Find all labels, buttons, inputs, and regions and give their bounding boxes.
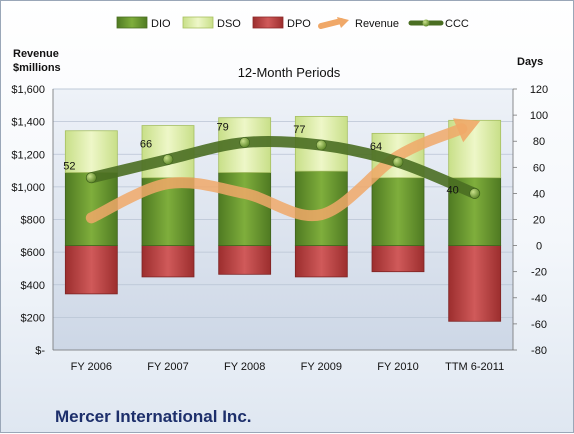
line-series: 52 66 79 77 64 40 xyxy=(63,118,481,224)
x-tick-label: FY 2006 xyxy=(71,361,112,373)
left-axis-title-line1: Revenue xyxy=(13,48,59,60)
bar-dpo xyxy=(141,245,195,278)
bar-dpo xyxy=(64,245,118,295)
x-tick-label: FY 2008 xyxy=(224,361,265,373)
legend-swatch-dso xyxy=(182,16,214,29)
bar-dpo xyxy=(371,245,425,273)
left-tick-label: $1,000 xyxy=(11,182,45,194)
line-revenue xyxy=(85,123,468,224)
ccc-point-label: 79 xyxy=(217,122,229,134)
legend-label-dso: DSO xyxy=(217,18,241,30)
x-tick-label: FY 2007 xyxy=(147,361,188,373)
ccc-point xyxy=(392,156,404,168)
ccc-point-label: 40 xyxy=(447,184,459,196)
bar-dpo xyxy=(448,245,502,322)
bar-dso xyxy=(64,130,118,173)
legend-swatch-revenue xyxy=(318,18,344,29)
grid-lines xyxy=(53,88,513,351)
ccc-point-label: 52 xyxy=(63,161,75,173)
left-tick-label: $1,400 xyxy=(11,117,45,129)
left-axis-title-line2: $millions xyxy=(13,62,61,74)
x-tick-label: TTM 6-2011 xyxy=(445,361,504,373)
right-tick-label: 40 xyxy=(533,188,545,200)
left-tick-label: $1,200 xyxy=(11,149,45,161)
bar-dpo xyxy=(294,245,348,278)
x-tick-label: FY 2010 xyxy=(377,361,418,373)
left-tick-label: $- xyxy=(35,345,45,357)
ccc-point-label: 66 xyxy=(140,138,152,150)
right-tick-label: -60 xyxy=(531,319,547,331)
left-tick-label: $400 xyxy=(21,280,45,292)
right-tick-label: 80 xyxy=(533,136,545,148)
bar-series xyxy=(64,116,502,322)
right-tick-label: 0 xyxy=(536,241,542,253)
legend: DIO DSO DPO Revenue CCC xyxy=(116,16,469,30)
right-tick-label: -80 xyxy=(531,345,547,357)
axes: $- $200 $400 $600 $800 $1,000 $1,200 $1,400 $1,6… xyxy=(11,84,548,373)
legend-label-ccc: CCC xyxy=(445,18,469,30)
bar-dio xyxy=(371,177,425,247)
revenue-arrowhead xyxy=(453,118,481,143)
ccc-point xyxy=(239,137,250,148)
chart-title: 12-Month Periods xyxy=(238,65,341,80)
ccc-point-label: 64 xyxy=(370,141,382,153)
ccc-point-label: 77 xyxy=(293,124,305,136)
left-tick-label: $600 xyxy=(21,247,45,259)
right-tick-label: 100 xyxy=(530,110,548,122)
left-tick-label: $1,600 xyxy=(11,84,45,96)
ccc-point xyxy=(469,188,480,199)
legend-label-dio: DIO xyxy=(151,18,171,30)
legend-swatch-dio xyxy=(116,16,148,29)
legend-marker-ccc xyxy=(422,19,430,27)
legend-arrowhead-revenue xyxy=(337,17,349,28)
bar-dpo xyxy=(218,245,272,275)
ccc-point xyxy=(162,154,174,165)
right-tick-label: -40 xyxy=(531,293,547,305)
line-ccc xyxy=(85,135,481,199)
ccc-point xyxy=(316,139,327,151)
right-tick-label: 60 xyxy=(533,162,545,174)
right-axis-title: Days xyxy=(517,56,543,68)
right-tick-label: 120 xyxy=(530,84,548,96)
x-tick-label: FY 2009 xyxy=(301,361,342,373)
legend-label-revenue: Revenue xyxy=(355,18,399,30)
legend-swatch-dpo xyxy=(252,16,284,29)
ccc-point xyxy=(86,172,97,184)
bar-dio xyxy=(218,172,272,247)
right-tick-label: -20 xyxy=(531,267,547,279)
right-tick-label: 20 xyxy=(533,215,545,227)
company-name: Mercer International Inc. xyxy=(55,407,252,426)
left-tick-label: $800 xyxy=(21,215,45,227)
legend-label-dpo: DPO xyxy=(287,18,311,30)
left-tick-label: $200 xyxy=(21,312,45,324)
